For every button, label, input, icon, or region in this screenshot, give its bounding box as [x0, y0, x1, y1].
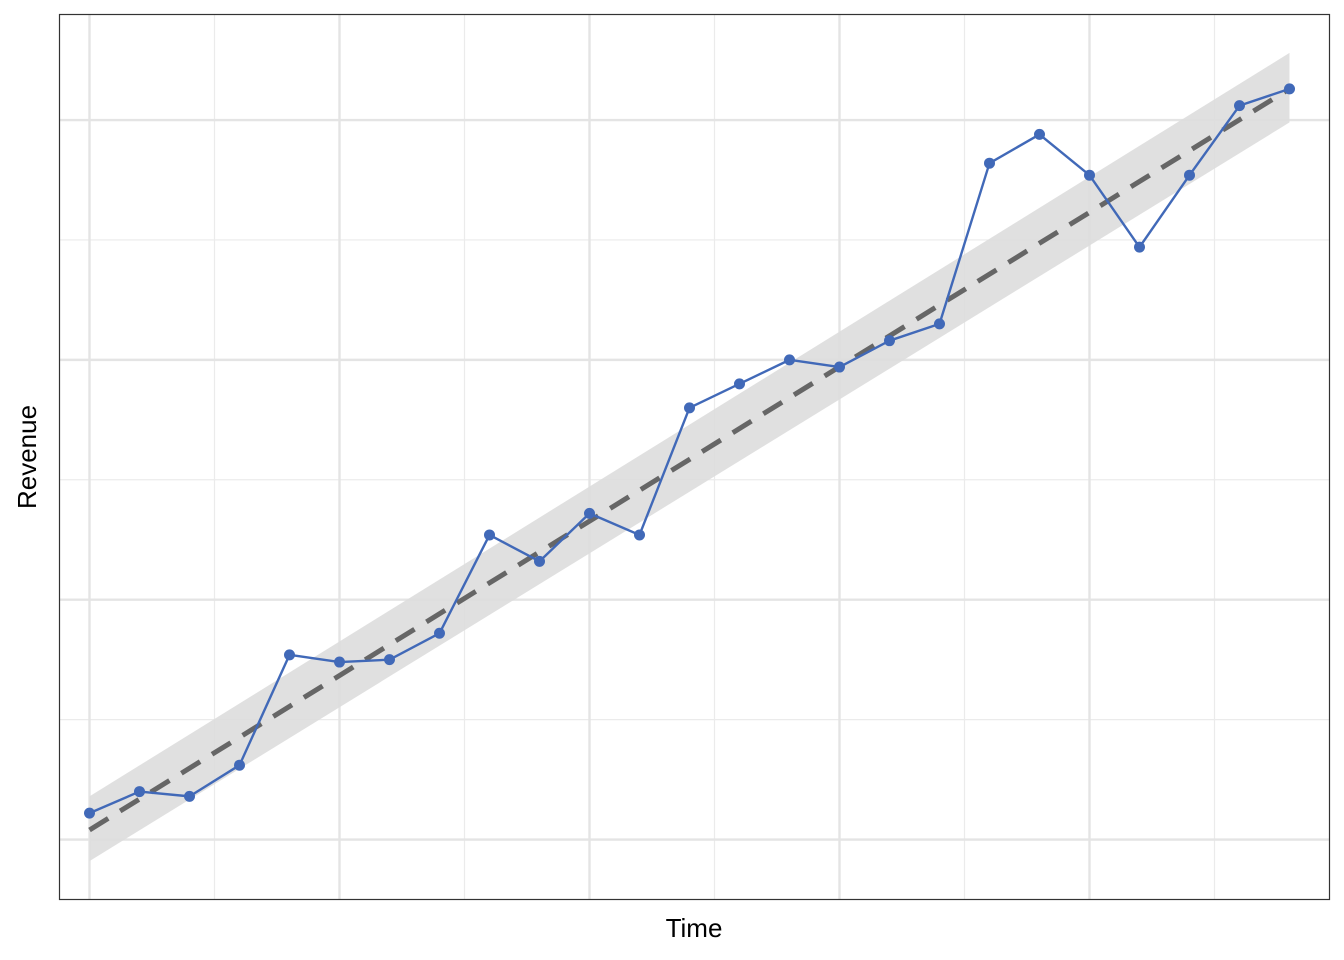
data-point [1234, 100, 1245, 112]
data-point [234, 759, 245, 771]
data-point [534, 555, 545, 567]
x-axis-title: Time [666, 913, 723, 943]
data-point [1134, 241, 1145, 253]
data-point [1184, 169, 1195, 181]
data-point [384, 654, 395, 666]
data-point [334, 656, 345, 668]
data-point [934, 318, 945, 330]
data-point [584, 507, 595, 519]
trend-line-layer [88, 86, 1291, 833]
data-point [734, 378, 745, 390]
data-point [884, 335, 895, 347]
data-point [834, 361, 845, 373]
data-point [134, 786, 145, 798]
data-point [634, 529, 645, 541]
data-point [184, 790, 195, 802]
data-point [484, 529, 495, 541]
trend-line [88, 86, 1291, 833]
data-point [284, 649, 295, 661]
data-point [1084, 169, 1095, 181]
data-point [984, 157, 995, 169]
major-gridlines [59, 14, 1330, 900]
y-axis-title: Revenue [12, 405, 42, 509]
data-point [1284, 83, 1295, 95]
series-layer [84, 83, 1295, 819]
data-point [84, 807, 95, 819]
data-point [1034, 128, 1045, 140]
data-point [684, 402, 695, 414]
data-point [434, 627, 445, 639]
plot-panel-border [58, 13, 1331, 901]
data-point [784, 354, 795, 366]
